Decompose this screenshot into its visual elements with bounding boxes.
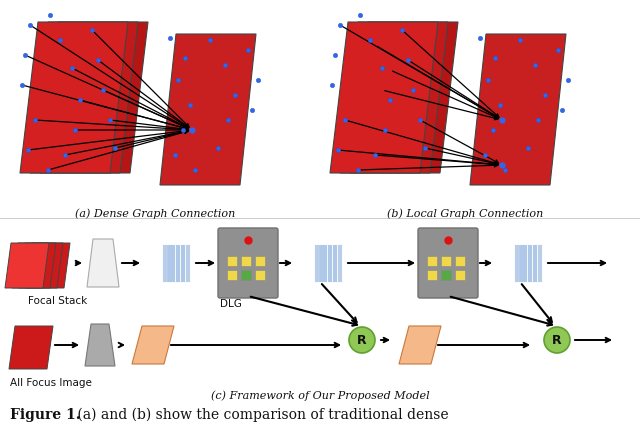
FancyBboxPatch shape [241,270,251,280]
Polygon shape [9,326,53,369]
Polygon shape [30,22,138,173]
Polygon shape [340,22,448,173]
Bar [0,402,640,442]
Text: (a) Dense Graph Connection: (a) Dense Graph Connection [75,208,235,218]
Polygon shape [132,326,174,364]
Polygon shape [12,243,56,288]
FancyBboxPatch shape [314,244,326,282]
FancyBboxPatch shape [524,244,536,282]
FancyBboxPatch shape [227,270,237,280]
Text: All Focus Image: All Focus Image [10,378,92,388]
FancyBboxPatch shape [427,270,437,280]
FancyBboxPatch shape [227,256,237,266]
FancyBboxPatch shape [513,244,527,282]
FancyBboxPatch shape [427,256,437,266]
Polygon shape [26,243,70,288]
Text: (b) Local Graph Connection: (b) Local Graph Connection [387,208,543,218]
Text: R: R [552,334,562,347]
Polygon shape [330,22,438,173]
Text: (a) and (b) show the comparison of traditional dense: (a) and (b) show the comparison of tradi… [73,408,449,423]
Polygon shape [350,22,458,173]
FancyBboxPatch shape [166,244,179,282]
Text: Focal Stack: Focal Stack [28,296,87,306]
Text: R: R [357,334,367,347]
FancyBboxPatch shape [418,228,478,298]
Text: Figure 1.: Figure 1. [10,408,81,422]
Polygon shape [160,34,256,185]
Polygon shape [20,22,128,173]
Text: DLG: DLG [220,299,242,309]
Polygon shape [5,243,49,288]
FancyBboxPatch shape [255,256,265,266]
FancyBboxPatch shape [255,270,265,280]
Polygon shape [399,326,441,364]
Polygon shape [87,239,119,287]
Polygon shape [40,22,148,173]
FancyBboxPatch shape [455,270,465,280]
Circle shape [349,327,375,353]
FancyBboxPatch shape [441,270,451,280]
FancyBboxPatch shape [177,244,189,282]
FancyBboxPatch shape [161,244,175,282]
Polygon shape [19,243,63,288]
FancyBboxPatch shape [518,244,531,282]
Circle shape [544,327,570,353]
Polygon shape [85,324,115,366]
FancyBboxPatch shape [241,256,251,266]
FancyBboxPatch shape [529,244,541,282]
FancyBboxPatch shape [455,256,465,266]
FancyBboxPatch shape [172,244,184,282]
FancyBboxPatch shape [441,256,451,266]
FancyBboxPatch shape [218,228,278,298]
FancyBboxPatch shape [328,244,342,282]
FancyBboxPatch shape [319,244,332,282]
Text: (c) Framework of Our Proposed Model: (c) Framework of Our Proposed Model [211,390,429,400]
Polygon shape [470,34,566,185]
FancyBboxPatch shape [323,244,337,282]
